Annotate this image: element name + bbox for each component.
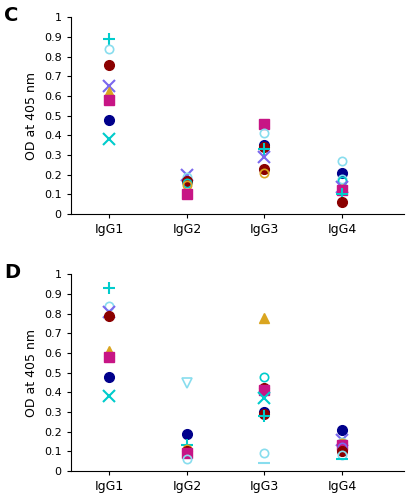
Y-axis label: OD at 405 nm: OD at 405 nm <box>25 72 38 160</box>
Text: D: D <box>4 262 20 281</box>
Text: C: C <box>4 6 18 25</box>
Y-axis label: OD at 405 nm: OD at 405 nm <box>25 328 38 416</box>
